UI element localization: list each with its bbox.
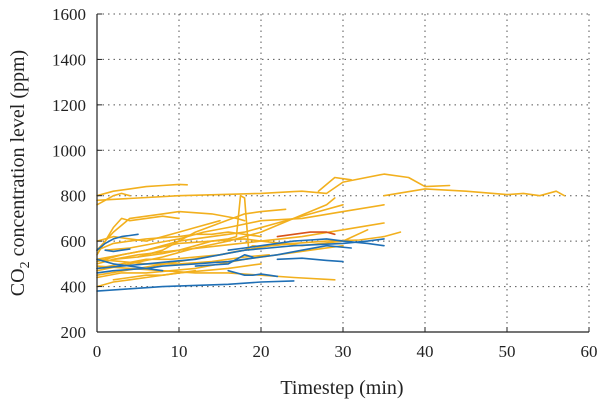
y-tick-label: 1400 (52, 50, 86, 69)
series-line-26-blue (96, 238, 385, 270)
series-line-22-yellow (96, 229, 369, 263)
series-line-32-blue (227, 269, 279, 278)
series-line-27-blue (96, 244, 352, 274)
series-line-24-red (276, 231, 336, 238)
y-tick-label: 400 (61, 278, 87, 297)
series-line-12-yellow (96, 231, 262, 251)
series-line-18-yellow (137, 208, 287, 258)
series-line-3-yellow (96, 173, 451, 202)
x-axis-title: Timestep (min) (280, 377, 403, 399)
series-line-4-yellow (383, 188, 566, 197)
y-tick-label: 1600 (52, 5, 86, 24)
y-axis-title-main: CO (7, 268, 29, 296)
axis-layer (96, 13, 590, 333)
series-line-19-yellow (96, 242, 295, 270)
x-tick-label: 40 (417, 342, 434, 361)
y-axis-title-rest: concentration level (ppm) (7, 50, 29, 262)
grid-layer (97, 13, 590, 332)
series-line-28-blue (227, 238, 385, 251)
series-line-20-yellow (112, 269, 197, 281)
y-tick-label: 600 (61, 232, 87, 251)
series-line-5-yellow (317, 176, 352, 192)
series-line-1-yellow (96, 183, 188, 197)
y-tick-label: 1200 (52, 96, 86, 115)
series-line-30-blue (96, 233, 139, 251)
x-tick-label: 10 (171, 342, 188, 361)
x-tick-label: 60 (581, 342, 598, 361)
y-tick-label: 800 (61, 187, 87, 206)
series-line-16-yellow (96, 254, 270, 265)
series-line-2-yellow (96, 192, 131, 206)
x-tick-label: 20 (253, 342, 270, 361)
y-tick-label: 200 (61, 323, 87, 342)
series-line-33-blue (276, 257, 344, 263)
tick-label-layer: 0 10 20 30 40 50 60 200 400 600 800 1000 1200 1400 160… (52, 5, 598, 361)
series-line-34-blue (104, 248, 131, 253)
y-axis-title-subscript: 2 (18, 261, 33, 268)
x-tick-label: 30 (335, 342, 352, 361)
series-line-29-blue (194, 254, 254, 267)
y-axis-title: CO2 concentration level (ppm) (7, 50, 33, 296)
x-tick-label: 50 (499, 342, 516, 361)
series-line-21-yellow (96, 219, 221, 242)
series-line-6-yellow (96, 210, 246, 251)
x-tick-label: 0 (93, 342, 102, 361)
series-line-9-yellow (96, 197, 336, 272)
series-line-31-blue (96, 258, 164, 272)
series-layer (96, 173, 566, 292)
series-line-15-yellow (104, 204, 385, 251)
y-tick-label: 1000 (52, 141, 86, 160)
series-line-25-blue (96, 280, 295, 292)
series-line-23-yellow (96, 215, 180, 256)
